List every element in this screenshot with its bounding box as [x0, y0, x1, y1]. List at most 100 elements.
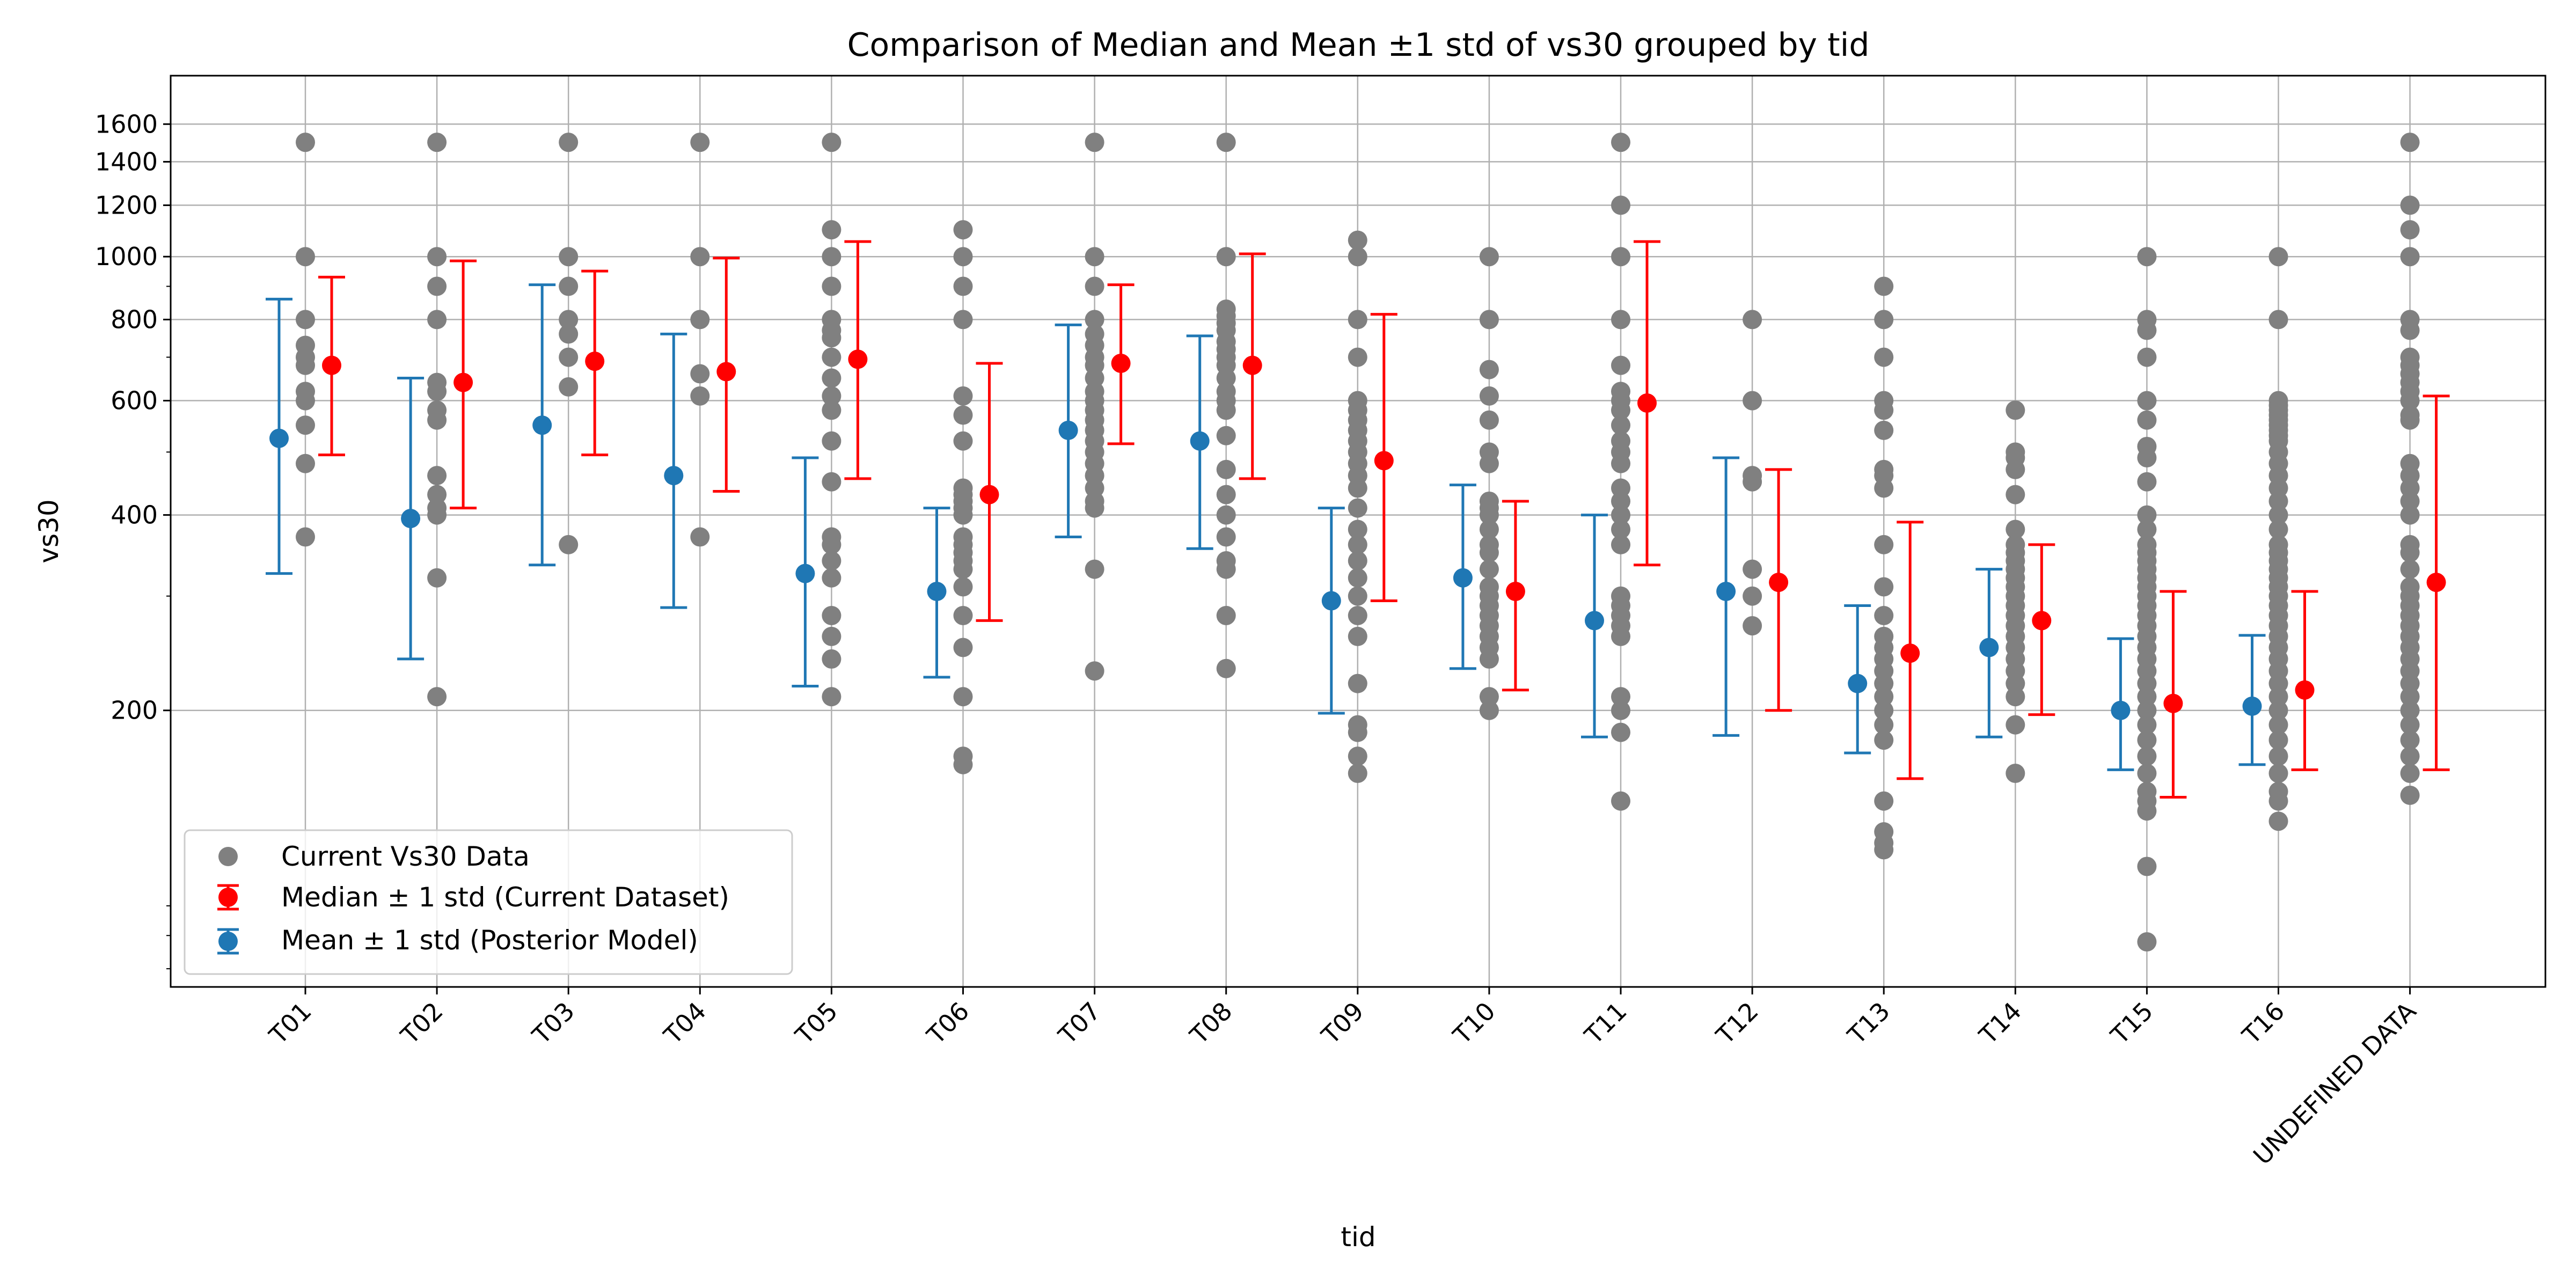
- data-point: [1611, 400, 1630, 420]
- data-point: [1611, 700, 1630, 720]
- data-point: [1348, 535, 1367, 554]
- median-marker: [2426, 573, 2446, 592]
- data-point: [690, 310, 710, 330]
- median-marker: [322, 355, 341, 375]
- data-point: [1479, 543, 1499, 562]
- data-point: [953, 431, 973, 451]
- data-point: [1216, 605, 1236, 625]
- data-point: [2137, 247, 2157, 267]
- data-point: [2400, 687, 2420, 707]
- median-marker: [1374, 451, 1394, 471]
- data-point: [1611, 722, 1630, 742]
- legend-box: [184, 829, 793, 975]
- y-tick-label: 1000: [95, 242, 158, 271]
- data-point: [2268, 310, 2288, 330]
- median-marker: [453, 372, 473, 392]
- data-point: [1479, 559, 1499, 579]
- data-point: [559, 276, 579, 296]
- data-point: [822, 649, 841, 669]
- data-point: [2268, 811, 2288, 831]
- data-point: [2268, 747, 2288, 766]
- data-point: [1743, 616, 1762, 636]
- data-point: [1611, 195, 1630, 215]
- data-point: [953, 577, 973, 597]
- data-point: [2400, 491, 2420, 511]
- data-point: [1216, 559, 1236, 579]
- data-point: [2137, 472, 2157, 492]
- data-point: [1874, 700, 1894, 720]
- data-point: [2137, 391, 2157, 411]
- data-point: [1216, 485, 1236, 504]
- data-point: [1348, 230, 1367, 250]
- data-point: [822, 568, 841, 588]
- data-point: [1216, 527, 1236, 547]
- data-point: [1085, 310, 1104, 330]
- data-point: [953, 310, 973, 330]
- data-point: [1611, 535, 1630, 554]
- data-point: [1874, 715, 1894, 735]
- data-point: [2006, 519, 2025, 539]
- data-point: [1216, 247, 1236, 267]
- data-point: [2137, 715, 2157, 735]
- data-point: [953, 276, 973, 296]
- data-point: [822, 472, 841, 492]
- data-point: [1611, 355, 1630, 375]
- data-point: [822, 220, 841, 240]
- data-point: [690, 527, 710, 547]
- data-point: [1479, 247, 1499, 267]
- data-point: [427, 382, 447, 401]
- data-point: [2268, 715, 2288, 735]
- y-tick-label: 400: [111, 501, 158, 530]
- data-point: [2400, 247, 2420, 267]
- median-marker: [2163, 693, 2183, 713]
- data-point: [2400, 220, 2420, 240]
- median-marker: [1242, 355, 1262, 375]
- data-point: [1216, 368, 1236, 388]
- data-point: [1479, 453, 1499, 473]
- data-point: [2268, 791, 2288, 811]
- median-marker: [585, 352, 605, 371]
- chart-title: Comparison of Median and Mean ±1 std of …: [847, 26, 1870, 64]
- data-point: [1085, 276, 1104, 296]
- data-layer: [266, 133, 2450, 952]
- y-axis: 200 400 600 800 1000 1200 1400 1600: [95, 109, 171, 970]
- data-point: [1874, 347, 1894, 367]
- mean-marker: [269, 428, 289, 448]
- data-point: [559, 324, 579, 344]
- data-point: [1479, 386, 1499, 406]
- data-point: [1348, 605, 1367, 625]
- median-marker: [2032, 611, 2052, 631]
- data-point: [822, 605, 841, 625]
- data-point: [822, 328, 841, 348]
- data-point: [2268, 519, 2288, 539]
- data-point: [2137, 730, 2157, 750]
- data-point: [296, 453, 315, 473]
- data-point: [2400, 543, 2420, 562]
- data-point: [2137, 505, 2157, 525]
- median-marker: [1637, 393, 1657, 413]
- data-point: [1874, 420, 1894, 440]
- data-point: [427, 466, 447, 486]
- data-point: [296, 133, 315, 152]
- data-point: [427, 247, 447, 267]
- data-point: [953, 559, 973, 579]
- data-point: [1874, 400, 1894, 420]
- data-point: [2137, 410, 2157, 430]
- mean-marker: [795, 564, 815, 583]
- data-point: [2400, 700, 2420, 720]
- data-point: [822, 247, 841, 267]
- mean-marker: [1058, 420, 1078, 440]
- data-point: [1348, 498, 1367, 518]
- data-point: [2400, 730, 2420, 750]
- data-point: [2137, 932, 2157, 952]
- data-point: [1479, 310, 1499, 330]
- data-point: [559, 133, 579, 152]
- data-point: [1085, 559, 1104, 579]
- data-point: [296, 247, 315, 267]
- data-point: [1216, 133, 1236, 152]
- data-point: [2137, 519, 2157, 539]
- mean-marker: [401, 509, 421, 529]
- data-point: [2006, 459, 2025, 479]
- data-point: [953, 405, 973, 425]
